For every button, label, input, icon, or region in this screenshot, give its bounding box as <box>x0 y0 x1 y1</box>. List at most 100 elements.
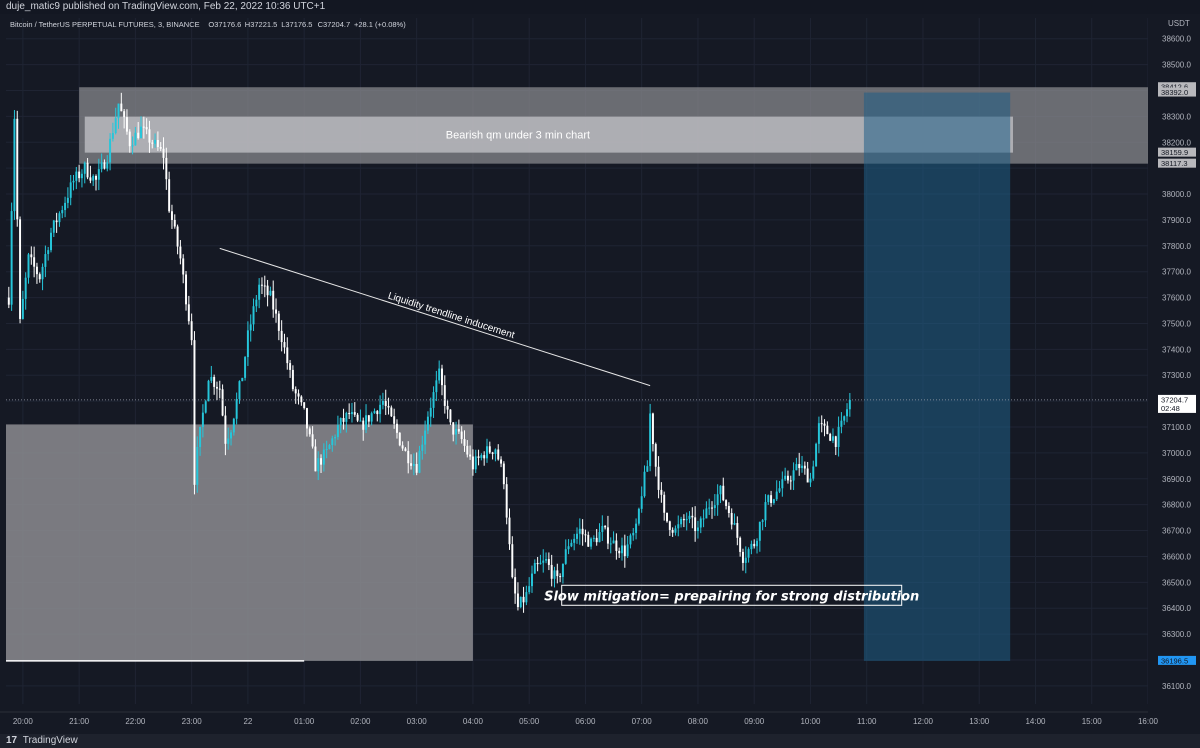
candle-body <box>80 173 83 179</box>
candle-body <box>508 517 511 545</box>
candle-body <box>393 416 396 424</box>
candle-body <box>159 146 162 149</box>
candle <box>674 525 677 536</box>
candle <box>21 290 24 320</box>
candle-body <box>457 429 460 432</box>
candle <box>418 445 421 474</box>
candle-body <box>291 369 294 390</box>
candle <box>640 486 643 513</box>
candle <box>165 147 168 190</box>
candle-body <box>238 381 241 400</box>
candle <box>381 392 384 410</box>
candle <box>291 365 294 392</box>
candle <box>817 416 820 454</box>
candle-body <box>539 562 542 565</box>
price-tag: 38412.6 <box>1158 82 1196 92</box>
candle <box>840 412 843 434</box>
candle-body <box>196 446 199 485</box>
candle-body <box>142 126 145 128</box>
candle-body <box>21 298 24 319</box>
candle <box>52 219 55 237</box>
candle-body <box>47 250 50 255</box>
candle <box>232 417 235 436</box>
candle <box>156 131 159 151</box>
candle-body <box>494 449 497 454</box>
candle <box>786 470 789 484</box>
candle-body <box>125 117 128 132</box>
candle <box>432 386 435 418</box>
candle-body <box>649 413 652 467</box>
candle <box>561 563 564 584</box>
candle-body <box>826 425 829 434</box>
candle-body <box>95 175 97 180</box>
price-tag: 38117.3 <box>1158 158 1196 168</box>
candle-body <box>117 103 120 119</box>
candle-body <box>840 420 843 427</box>
candle-body <box>713 505 716 509</box>
candle <box>831 428 834 444</box>
candle <box>609 537 612 554</box>
candle <box>668 520 671 536</box>
price-tag-label: 38159.9 <box>1161 148 1188 157</box>
candle <box>162 137 165 170</box>
candle <box>545 552 548 564</box>
candle <box>792 462 795 491</box>
candle <box>488 441 491 454</box>
candle <box>705 501 708 519</box>
candle-body <box>643 471 646 497</box>
candle-body <box>255 299 258 307</box>
candle <box>201 404 204 438</box>
candle <box>477 449 480 466</box>
candle-body <box>767 495 770 503</box>
brand-name: TradingView <box>22 735 78 746</box>
candle <box>78 164 81 183</box>
candle <box>455 421 458 445</box>
candle <box>350 402 353 423</box>
candle-body <box>283 342 286 348</box>
candle <box>185 271 188 311</box>
candle-body <box>13 118 16 212</box>
chart-pane[interactable]: Bearish qm under 3 min chart Liquidity tr… <box>0 14 1200 734</box>
candle <box>559 573 562 583</box>
candle-body <box>446 405 449 410</box>
candle <box>471 449 474 476</box>
candle-body <box>350 412 353 415</box>
candle <box>320 454 323 473</box>
candle <box>275 298 278 323</box>
candle-body <box>182 258 185 275</box>
candle <box>125 109 128 135</box>
y-tick-label: 36500.0 <box>1162 578 1191 587</box>
price-tag-label: 38412.6 <box>1161 83 1188 92</box>
candle-body <box>221 389 224 416</box>
candle <box>41 263 44 291</box>
candle-body <box>741 551 744 563</box>
candle-body <box>258 284 261 300</box>
candle <box>269 286 272 297</box>
candle <box>123 108 126 129</box>
candle-body <box>792 470 795 481</box>
candle-body <box>114 118 117 134</box>
candle <box>30 246 33 265</box>
time-axis: 20:00 21:00 22:00 23:00 22 01:00 02:00 03:00 04:… <box>0 711 1159 726</box>
candle <box>772 498 775 505</box>
candle <box>193 331 196 495</box>
legend-change: +28.1 (+0.08%) <box>354 20 406 29</box>
candle <box>500 456 503 468</box>
candle <box>795 457 798 471</box>
candle <box>550 554 553 587</box>
y-tick-label: 37000.0 <box>1162 449 1191 458</box>
candle <box>441 364 443 396</box>
candle <box>224 406 227 456</box>
candle <box>345 411 348 433</box>
candle <box>190 313 193 346</box>
candle <box>50 227 52 253</box>
candle <box>708 498 711 515</box>
candle-body <box>128 131 131 147</box>
y-tick-label: 37400.0 <box>1162 345 1191 354</box>
candle <box>10 202 13 311</box>
candle-body <box>435 380 438 393</box>
price-axis: USDT 36100.0 36300.0 36400.0 36500.0 36600.0 3… <box>1148 14 1200 734</box>
candle <box>106 155 109 172</box>
x-tick-label: 22:00 <box>125 717 146 726</box>
